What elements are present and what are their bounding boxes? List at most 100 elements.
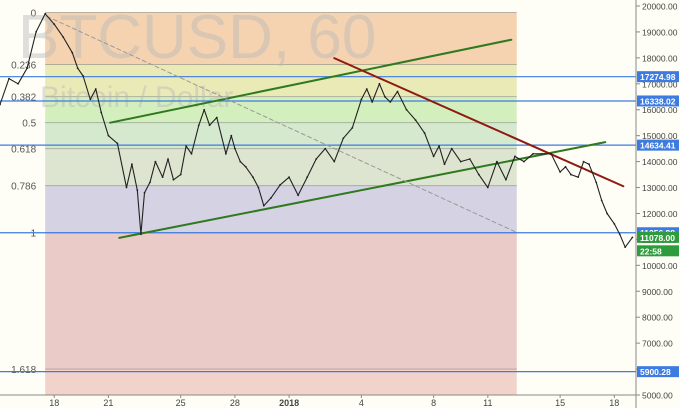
series-point bbox=[208, 124, 211, 127]
series-point bbox=[239, 160, 242, 163]
series-point bbox=[270, 197, 272, 199]
series-point bbox=[360, 98, 363, 101]
series-point bbox=[244, 165, 247, 168]
series-point bbox=[130, 163, 133, 166]
series-point bbox=[136, 189, 139, 192]
y-tick-label: 5000.00 bbox=[642, 391, 673, 401]
series-point bbox=[26, 67, 29, 70]
series-point bbox=[505, 178, 507, 181]
y-tick-label: 16000.00 bbox=[642, 105, 678, 115]
series-point bbox=[477, 173, 480, 176]
series-point bbox=[315, 158, 318, 160]
series-point bbox=[0, 103, 1, 106]
series-point bbox=[107, 134, 110, 137]
y-axis: 5000.006000.007000.008000.009000.0010000… bbox=[635, 0, 680, 408]
series-point bbox=[71, 51, 74, 54]
fib-level-label: 1.618 bbox=[11, 365, 36, 376]
series-point bbox=[149, 181, 151, 184]
series-point bbox=[595, 181, 598, 184]
price-tag-bg bbox=[637, 245, 679, 257]
series-point bbox=[570, 173, 572, 176]
series-point bbox=[351, 126, 354, 129]
y-tick-label: 9000.00 bbox=[642, 287, 673, 297]
series-point bbox=[624, 246, 627, 249]
series-point bbox=[541, 152, 543, 155]
series-point bbox=[432, 155, 435, 158]
y-tick-label: 12000.00 bbox=[642, 209, 678, 219]
fib-level-label: 0 bbox=[31, 8, 37, 19]
fib-band bbox=[45, 185, 517, 233]
series-point bbox=[600, 199, 603, 202]
series-point bbox=[618, 233, 621, 236]
y-tick-label: 10000.00 bbox=[642, 261, 678, 271]
series-point bbox=[125, 186, 128, 189]
series-point bbox=[532, 152, 534, 155]
fib-level-label: 0.236 bbox=[11, 60, 36, 71]
series-point bbox=[161, 176, 164, 179]
y-tick-label: 13000.00 bbox=[642, 183, 678, 193]
series-point bbox=[230, 134, 233, 137]
series-point bbox=[333, 160, 336, 163]
price-tag-bg bbox=[637, 95, 679, 107]
watermark: BTCUSD, 60 Bitcoin / Dollar bbox=[18, 3, 376, 114]
series-point bbox=[116, 142, 119, 145]
series-point bbox=[468, 158, 471, 160]
y-tick-label: 7000.00 bbox=[642, 339, 673, 349]
price-tag-bg bbox=[637, 139, 679, 151]
price-tag-label: 17274.98 bbox=[640, 72, 676, 82]
series-point bbox=[215, 116, 218, 119]
y-tick-label: 14000.00 bbox=[642, 157, 678, 167]
price-tag-label: 14634.41 bbox=[640, 141, 676, 151]
price-tag-bg bbox=[637, 366, 679, 378]
series-point bbox=[94, 88, 97, 90]
series-point bbox=[450, 147, 453, 150]
y-tick-label: 18000.00 bbox=[642, 53, 678, 63]
trendline-green-upper bbox=[109, 38, 513, 124]
trendline-green-lower bbox=[118, 141, 607, 239]
series-point bbox=[378, 82, 381, 85]
trendline-red-resistance bbox=[333, 57, 625, 188]
y-tick-label: 19000.00 bbox=[642, 27, 678, 37]
series-point bbox=[324, 147, 327, 150]
series-point bbox=[154, 160, 157, 163]
price-tag-label: 5900.28 bbox=[640, 367, 671, 377]
x-tick-label: 18 bbox=[609, 398, 619, 408]
watermark-name: Bitcoin / Dollar bbox=[40, 81, 233, 114]
series-point bbox=[190, 152, 193, 155]
y-tick-label: 17000.00 bbox=[642, 79, 678, 89]
x-tick-label: 4 bbox=[359, 398, 364, 408]
series-point bbox=[100, 111, 103, 114]
series-point bbox=[396, 90, 399, 93]
series-point bbox=[438, 145, 440, 147]
x-tick-label: 25 bbox=[176, 398, 186, 408]
x-tick-label: 18 bbox=[49, 398, 59, 408]
series-point bbox=[414, 119, 417, 122]
series-point bbox=[405, 108, 408, 111]
watermark-symbol: BTCUSD, 60 bbox=[18, 3, 376, 72]
x-tick-label: 8 bbox=[431, 398, 436, 408]
x-tick-label: 15 bbox=[555, 398, 565, 408]
price-tag-label: 22:58 bbox=[640, 246, 662, 256]
series-point bbox=[167, 158, 169, 160]
series-point bbox=[76, 67, 79, 70]
series-point bbox=[306, 176, 309, 179]
series-point bbox=[582, 160, 585, 163]
series-point bbox=[172, 178, 175, 181]
series-point bbox=[523, 160, 525, 163]
series-point bbox=[495, 160, 498, 163]
series-point bbox=[185, 145, 188, 147]
x-tick-label: 2018 bbox=[279, 398, 299, 408]
fib-band bbox=[45, 122, 517, 149]
series-point bbox=[459, 160, 462, 163]
y-tick-label: 15000.00 bbox=[642, 131, 678, 141]
series-point bbox=[233, 147, 236, 150]
fib-level-label: 1 bbox=[31, 229, 37, 240]
series-point bbox=[613, 222, 616, 225]
y-tick-label: 20000.00 bbox=[642, 2, 678, 12]
series-point bbox=[631, 236, 634, 239]
fib-level-label: 0.618 bbox=[11, 145, 36, 156]
y-tick-label: 8000.00 bbox=[642, 313, 673, 323]
series-point bbox=[224, 152, 227, 155]
